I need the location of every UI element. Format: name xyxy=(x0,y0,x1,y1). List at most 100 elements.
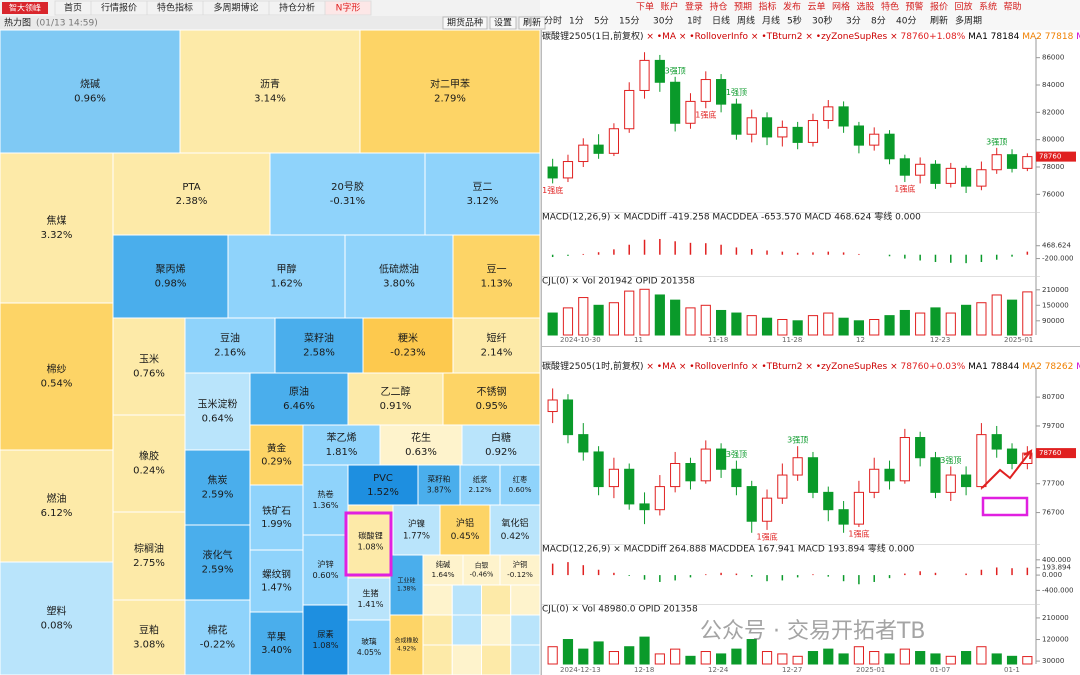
period-button[interactable]: 月线 xyxy=(762,15,780,27)
period-button[interactable]: 5分 xyxy=(594,16,609,27)
candle-body xyxy=(700,448,711,482)
heatmap-tile[interactable] xyxy=(452,234,541,319)
heatmap-tile[interactable] xyxy=(452,317,541,374)
heatmap-tile[interactable] xyxy=(184,449,251,526)
toolbar-action[interactable]: 回放 xyxy=(955,1,973,13)
small-tile xyxy=(510,584,541,616)
heatmap-tile[interactable] xyxy=(249,611,304,675)
tab[interactable] xyxy=(324,0,372,16)
heatmap-tile[interactable] xyxy=(249,424,304,486)
heatmap-tile[interactable] xyxy=(302,534,349,606)
tab-label[interactable]: 多周期博论 xyxy=(213,2,258,14)
heatmap-tile[interactable] xyxy=(347,372,444,426)
heatmap-tile[interactable] xyxy=(459,464,501,506)
period-button[interactable]: 分时 xyxy=(544,15,562,27)
period-button[interactable]: 刷新 xyxy=(930,15,948,27)
heatmap-tile[interactable] xyxy=(184,524,251,601)
period-button[interactable]: 30秒 xyxy=(812,15,832,27)
period-button[interactable]: 5秒 xyxy=(787,15,802,27)
period-button[interactable]: 多周期 xyxy=(955,15,982,27)
toolbar-action[interactable]: 持仓 xyxy=(710,1,728,13)
heatmap-tile[interactable] xyxy=(269,152,426,236)
heatmap-tile[interactable] xyxy=(249,549,304,613)
volume-bar xyxy=(884,315,895,336)
heatmap-tile[interactable] xyxy=(274,317,364,374)
toolbar-action[interactable]: 发布 xyxy=(783,1,801,13)
heatmap-tile[interactable] xyxy=(392,504,441,556)
heatmap-tile[interactable] xyxy=(442,372,541,426)
toolbar-action[interactable]: 特色 xyxy=(881,1,899,13)
toolbar-action[interactable]: 下单 xyxy=(636,1,654,13)
tile-name: 碳酸锂 xyxy=(358,530,383,540)
tab-label[interactable]: 行情报价 xyxy=(101,2,137,14)
heatmap-tile[interactable] xyxy=(179,29,361,154)
heatmap-tile[interactable] xyxy=(347,464,419,506)
heatmap-tile[interactable] xyxy=(461,424,541,466)
toolbar-action[interactable]: 预警 xyxy=(906,1,924,13)
period-button[interactable]: 日线 xyxy=(712,15,730,27)
heatmap-tile[interactable] xyxy=(424,152,541,236)
toolbar-action[interactable]: 指标 xyxy=(759,1,777,13)
toolbar-action[interactable]: 预期 xyxy=(734,2,752,13)
toolbar-action[interactable]: 网格 xyxy=(832,1,850,13)
toolbar-action[interactable]: 登录 xyxy=(685,2,703,13)
heatmap-tile[interactable] xyxy=(112,152,271,236)
tile-name: 沪镍 xyxy=(408,518,426,530)
heatmap-button-label[interactable]: 设置 xyxy=(494,18,512,29)
heatmap-tile[interactable] xyxy=(227,234,346,319)
heatmap-tile[interactable] xyxy=(347,504,394,579)
heatmap-tile[interactable] xyxy=(389,614,424,675)
date-label: 12 xyxy=(856,336,865,344)
period-button[interactable]: 3分 xyxy=(846,16,861,27)
period-button[interactable]: 15分 xyxy=(619,16,639,27)
heatmap-tile[interactable] xyxy=(0,29,181,154)
heatmap-tile[interactable] xyxy=(0,302,114,451)
heatmap-tile[interactable] xyxy=(389,554,424,616)
date-label: 01-1 xyxy=(1004,666,1020,674)
toolbar-action[interactable]: 系统 xyxy=(979,1,997,13)
period-button[interactable]: 40分 xyxy=(896,16,916,27)
tab-label[interactable]: 特色指标 xyxy=(157,2,193,14)
heatmap-button-label[interactable]: 刷新 xyxy=(523,17,541,29)
heatmap-tile[interactable] xyxy=(184,372,251,451)
heatmap-tile[interactable] xyxy=(112,414,186,513)
heatmap-button[interactable] xyxy=(518,16,546,30)
heatmap-tile[interactable] xyxy=(499,464,541,506)
heatmap-tile[interactable] xyxy=(184,599,251,675)
toolbar-action[interactable]: 选股 xyxy=(857,1,875,13)
heatmap-tile[interactable] xyxy=(439,504,491,556)
toolbar-action[interactable]: 账户 xyxy=(661,1,679,13)
tab-label[interactable]: 持仓分析 xyxy=(279,2,315,14)
heatmap-tile[interactable] xyxy=(347,619,391,675)
toolbar-action[interactable]: 云单 xyxy=(808,1,826,13)
heatmap-tile[interactable] xyxy=(359,29,541,154)
heatmap-tile[interactable] xyxy=(302,424,381,466)
heatmap-tile[interactable] xyxy=(249,484,304,551)
period-button[interactable]: 周线 xyxy=(737,15,755,27)
heatmap-tile[interactable] xyxy=(0,449,114,563)
heatmap-button[interactable] xyxy=(489,16,517,30)
heatmap-tile[interactable] xyxy=(184,317,276,374)
heatmap-tile[interactable] xyxy=(0,561,114,675)
heatmap-tile[interactable] xyxy=(344,234,454,319)
toolbar-action[interactable]: 报价 xyxy=(930,1,948,13)
period-button[interactable]: 8分 xyxy=(871,16,886,27)
heatmap-tile[interactable] xyxy=(112,317,186,416)
heatmap-tile[interactable] xyxy=(112,234,229,319)
toolbar-action[interactable]: 帮助 xyxy=(1004,1,1022,13)
heatmap-tile[interactable] xyxy=(422,554,464,586)
heatmap-button[interactable] xyxy=(442,16,488,30)
heatmap-tile[interactable] xyxy=(112,599,186,675)
heatmap-tile[interactable] xyxy=(379,424,463,466)
heatmap-tile[interactable] xyxy=(249,372,349,426)
heatmap-tile[interactable] xyxy=(362,317,454,374)
tab-label[interactable]: 首页 xyxy=(64,2,82,14)
heatmap-tile[interactable] xyxy=(0,152,114,304)
heatmap-button-label[interactable]: 期货品种 xyxy=(447,17,483,29)
period-button[interactable]: 1分 xyxy=(569,16,584,27)
period-button[interactable]: 1时 xyxy=(687,15,702,27)
heatmap-tile[interactable] xyxy=(112,511,186,601)
period-button[interactable]: 30分 xyxy=(653,16,673,27)
heatmap-tile[interactable] xyxy=(489,504,541,556)
tab-label[interactable]: N字形 xyxy=(336,2,361,14)
